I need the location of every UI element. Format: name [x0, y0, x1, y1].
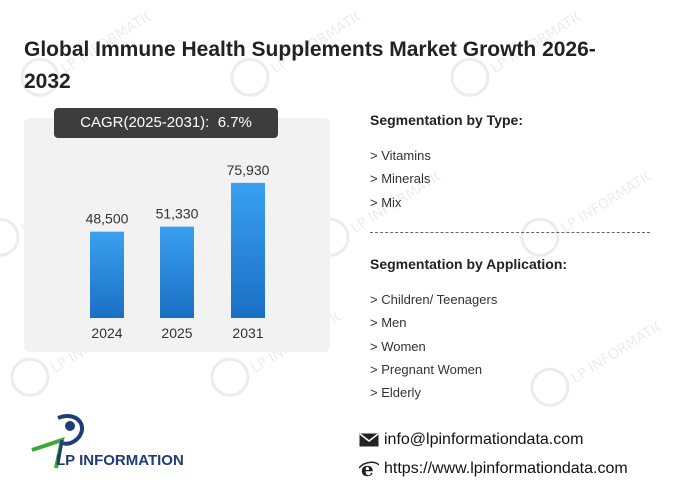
- logo-text: LP INFORMATION: [56, 452, 184, 469]
- page-title: Global Immune Health Supplements Market …: [24, 38, 596, 93]
- browser-e-icon: e: [358, 459, 380, 479]
- cagr-separator: :: [205, 114, 218, 131]
- divider: [370, 232, 650, 233]
- bar-2031: [231, 182, 265, 318]
- segmentation-type: Segmentation by Type: > Vitamins > Miner…: [370, 112, 523, 214]
- cagr-badge: CAGR(2025-2031): 6.7%: [54, 108, 278, 138]
- segmentation-application-title: Segmentation by Application:: [370, 256, 568, 272]
- list-item: > Men: [370, 315, 407, 331]
- mail-icon: [358, 430, 380, 450]
- x-tick-label: 2024: [91, 325, 122, 341]
- email-text: info@lpinformationdata.com: [384, 431, 584, 448]
- list-item: > Vitamins: [370, 148, 431, 163]
- contact-email: info@lpinformationdata.com: [358, 430, 583, 450]
- list-item: > Elderly: [370, 385, 421, 401]
- cagr-value: 6.7%: [217, 114, 252, 131]
- segmentation-type-title: Segmentation by Type:: [370, 112, 523, 128]
- data-label: 48,500: [86, 211, 129, 227]
- x-tick-label: 2031: [232, 325, 263, 341]
- lp-information-logo: [31, 414, 84, 469]
- website-link[interactable]: https://www.lpinformationdata.com: [384, 460, 628, 477]
- segmentation-type-list: > Vitamins > Minerals > Mix: [370, 144, 523, 214]
- bar-2024: [90, 231, 124, 318]
- data-label: 75,930: [227, 162, 270, 178]
- list-item: > Pregnant Women: [370, 361, 483, 377]
- list-item: > Minerals: [370, 171, 431, 187]
- contact-website: e https://www.lpinformationdata.com: [358, 459, 628, 479]
- bar-2025: [160, 226, 194, 318]
- data-label: 51,330: [156, 206, 199, 222]
- list-item: > Women: [370, 338, 426, 354]
- segmentation-application-list: > Children/ Teenagers > Men > Women > Pr…: [370, 288, 567, 404]
- segmentation-application: Segmentation by Application: > Children/…: [370, 256, 567, 404]
- cagr-label: CAGR(2025-2031): [80, 114, 206, 131]
- x-tick-label: 2025: [161, 325, 192, 341]
- list-item: > Children/ Teenagers: [370, 292, 498, 307]
- list-item: > Mix: [370, 194, 402, 210]
